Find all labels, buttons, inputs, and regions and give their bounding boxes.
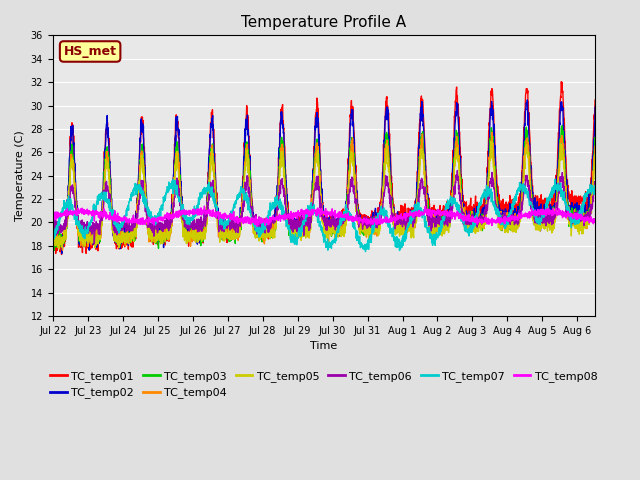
TC_temp05 <box>609 221 616 227</box>
TC_temp08 <box>501 221 509 227</box>
TC_temp03 <box>49 237 56 243</box>
TC_temp06 <box>502 219 509 225</box>
TC_temp02 <box>49 240 56 246</box>
TC_temp04 <box>609 206 616 212</box>
TC_temp03 <box>50 248 58 253</box>
Line: TC_temp02: TC_temp02 <box>52 97 612 253</box>
TC_temp05 <box>226 227 234 233</box>
TC_temp01 <box>367 223 374 228</box>
TC_temp03 <box>226 236 234 242</box>
TC_temp06 <box>49 229 56 235</box>
TC_temp01 <box>58 252 65 257</box>
TC_temp07 <box>105 204 113 210</box>
TC_temp03 <box>558 123 566 129</box>
TC_temp07 <box>170 176 177 182</box>
TC_temp02 <box>609 210 616 216</box>
Line: TC_temp08: TC_temp08 <box>52 206 612 227</box>
TC_temp06 <box>601 217 609 223</box>
TC_temp08 <box>601 220 609 226</box>
X-axis label: Time: Time <box>310 341 337 351</box>
TC_temp04 <box>105 171 113 177</box>
TC_temp03 <box>501 227 509 232</box>
Line: TC_temp05: TC_temp05 <box>52 142 612 249</box>
TC_temp06 <box>90 241 98 247</box>
TC_temp02 <box>533 211 541 217</box>
TC_temp01 <box>226 238 234 243</box>
TC_temp03 <box>601 214 609 220</box>
TC_temp07 <box>502 225 509 231</box>
TC_temp08 <box>200 203 208 209</box>
Line: TC_temp07: TC_temp07 <box>52 179 612 252</box>
TC_temp02 <box>501 218 509 224</box>
TC_temp05 <box>601 215 609 221</box>
TC_temp01 <box>501 202 509 207</box>
TC_temp06 <box>609 215 616 220</box>
TC_temp07 <box>367 232 374 238</box>
TC_temp04 <box>226 224 234 229</box>
TC_temp01 <box>601 208 609 214</box>
TC_temp08 <box>609 218 616 224</box>
TC_temp03 <box>367 225 374 231</box>
TC_temp01 <box>593 78 600 84</box>
TC_temp02 <box>601 204 609 210</box>
TC_temp04 <box>502 226 509 232</box>
TC_temp06 <box>226 223 234 228</box>
TC_temp04 <box>367 225 374 231</box>
TC_temp02 <box>367 224 374 229</box>
TC_temp08 <box>593 224 601 229</box>
TC_temp07 <box>49 238 56 243</box>
TC_temp08 <box>367 216 374 222</box>
TC_temp01 <box>105 135 113 141</box>
TC_temp05 <box>367 230 374 236</box>
TC_temp08 <box>49 216 56 221</box>
TC_temp05 <box>49 240 56 246</box>
TC_temp07 <box>533 217 541 223</box>
Line: TC_temp04: TC_temp04 <box>52 132 612 250</box>
TC_temp04 <box>601 210 609 216</box>
TC_temp07 <box>601 216 609 221</box>
TC_temp01 <box>49 242 56 248</box>
Line: TC_temp01: TC_temp01 <box>52 81 612 254</box>
Line: TC_temp06: TC_temp06 <box>52 170 612 244</box>
TC_temp04 <box>59 247 67 253</box>
TC_temp07 <box>609 223 616 228</box>
TC_temp04 <box>49 235 56 240</box>
Line: TC_temp03: TC_temp03 <box>52 126 612 251</box>
TC_temp03 <box>105 161 113 167</box>
TC_temp02 <box>58 251 66 256</box>
Text: HS_met: HS_met <box>63 45 116 58</box>
TC_temp05 <box>56 246 63 252</box>
Title: Temperature Profile A: Temperature Profile A <box>241 15 406 30</box>
TC_temp08 <box>226 215 234 221</box>
TC_temp05 <box>533 223 541 229</box>
TC_temp07 <box>226 213 234 218</box>
TC_temp05 <box>502 230 509 236</box>
Legend: TC_temp01, TC_temp02, TC_temp03, TC_temp04, TC_temp05, TC_temp06, TC_temp07, TC_: TC_temp01, TC_temp02, TC_temp03, TC_temp… <box>45 367 602 403</box>
TC_temp07 <box>362 249 369 254</box>
TC_temp03 <box>533 216 541 221</box>
TC_temp05 <box>487 139 495 144</box>
TC_temp08 <box>105 214 113 220</box>
TC_temp08 <box>533 211 541 217</box>
TC_temp02 <box>226 232 234 238</box>
TC_temp06 <box>367 216 374 221</box>
TC_temp01 <box>533 201 541 207</box>
TC_temp05 <box>105 166 113 172</box>
TC_temp02 <box>105 143 113 148</box>
TC_temp06 <box>533 216 541 221</box>
TC_temp06 <box>454 168 461 173</box>
TC_temp02 <box>592 94 600 100</box>
Y-axis label: Temperature (C): Temperature (C) <box>15 130 25 221</box>
TC_temp01 <box>609 198 616 204</box>
TC_temp03 <box>609 216 616 221</box>
TC_temp04 <box>488 129 496 135</box>
TC_temp06 <box>105 197 113 203</box>
TC_temp04 <box>533 224 541 229</box>
